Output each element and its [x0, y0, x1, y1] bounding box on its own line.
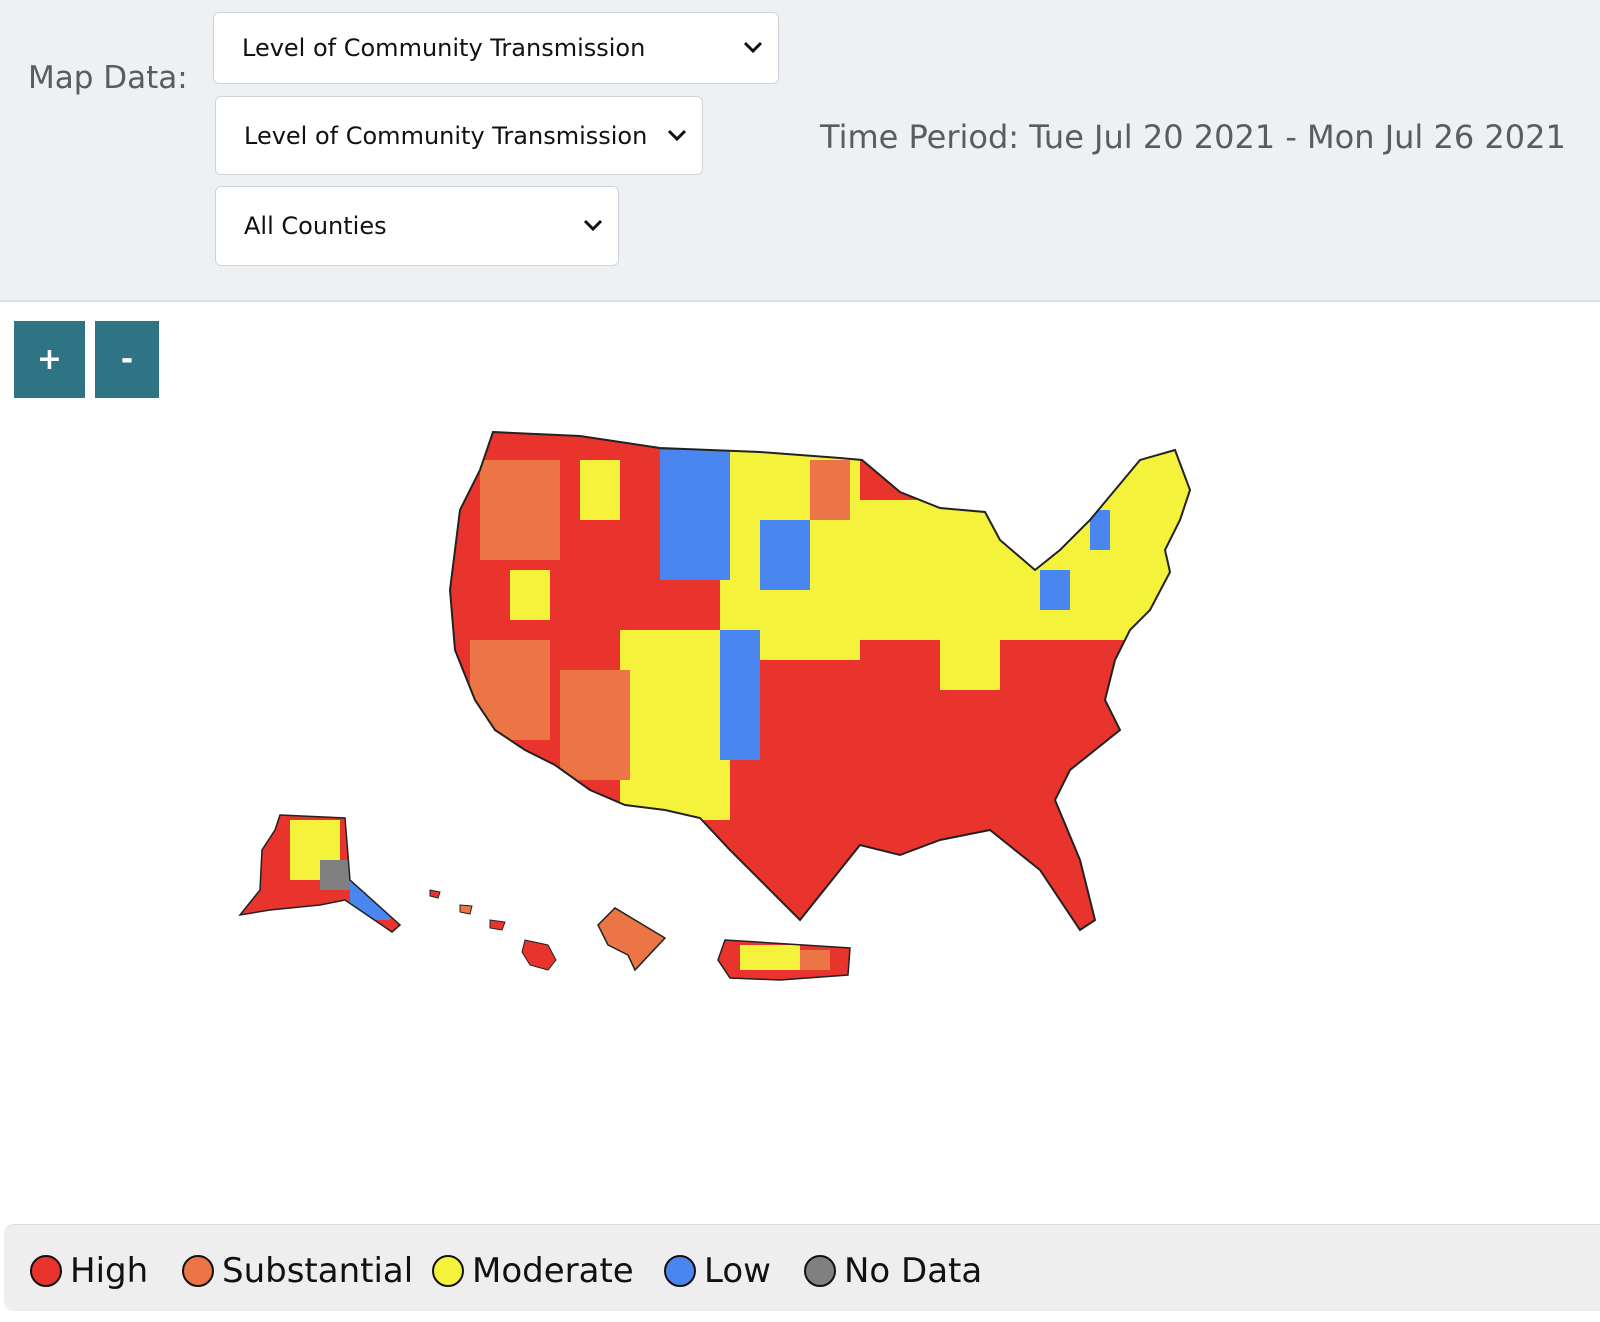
time-period-label: Time Period: Tue Jul 20 2021 - Mon Jul 2… [820, 118, 1566, 156]
legend-label-low: Low [704, 1251, 771, 1291]
zoom-out-button[interactable]: - [95, 321, 159, 398]
legend-swatch-substantial [182, 1255, 214, 1287]
chevron-down-icon [583, 219, 603, 232]
legend-label-moderate: Moderate [472, 1251, 634, 1291]
county-filter-select-value: All Counties [244, 212, 387, 240]
chevron-down-icon [743, 41, 763, 54]
legend-item-moderate: Moderate [432, 1251, 634, 1291]
legend-swatch-high [30, 1255, 62, 1287]
metric-select-secondary-value: Level of Community Transmission [244, 121, 648, 150]
legend-label-substantial: Substantial [222, 1251, 414, 1291]
legend-label-no-data: No Data [844, 1251, 983, 1291]
metric-select-secondary[interactable]: Level of Community Transmission [215, 96, 703, 175]
legend-label-high: High [70, 1251, 149, 1291]
alaska-layer [240, 815, 400, 932]
chevron-down-icon [667, 129, 687, 141]
legend-item-no-data: No Data [804, 1251, 982, 1291]
contiguous-us-layer [450, 432, 1190, 930]
map-controls-panel: Map Data: Level of Community Transmissio… [0, 0, 1600, 302]
legend-swatch-low [664, 1255, 696, 1287]
us-county-transmission-map[interactable] [0, 400, 1600, 1010]
legend-swatch-moderate [432, 1255, 464, 1287]
legend-swatch-no-data [804, 1255, 836, 1287]
hawaii-layer [429, 889, 557, 971]
metric-select-primary[interactable]: Level of Community Transmission [213, 12, 779, 84]
zoom-in-button[interactable]: + [14, 321, 85, 398]
legend-item-substantial: Substantial [182, 1251, 413, 1291]
county-filter-select[interactable]: All Counties [215, 186, 619, 266]
legend-item-high: High [30, 1251, 148, 1291]
map-data-label: Map Data: [28, 60, 188, 96]
territory-shape [597, 907, 667, 972]
legend-item-low: Low [664, 1251, 771, 1291]
metric-select-primary-value: Level of Community Transmission [242, 34, 646, 62]
legend: High Substantial Moderate Low No Data [4, 1224, 1600, 1311]
